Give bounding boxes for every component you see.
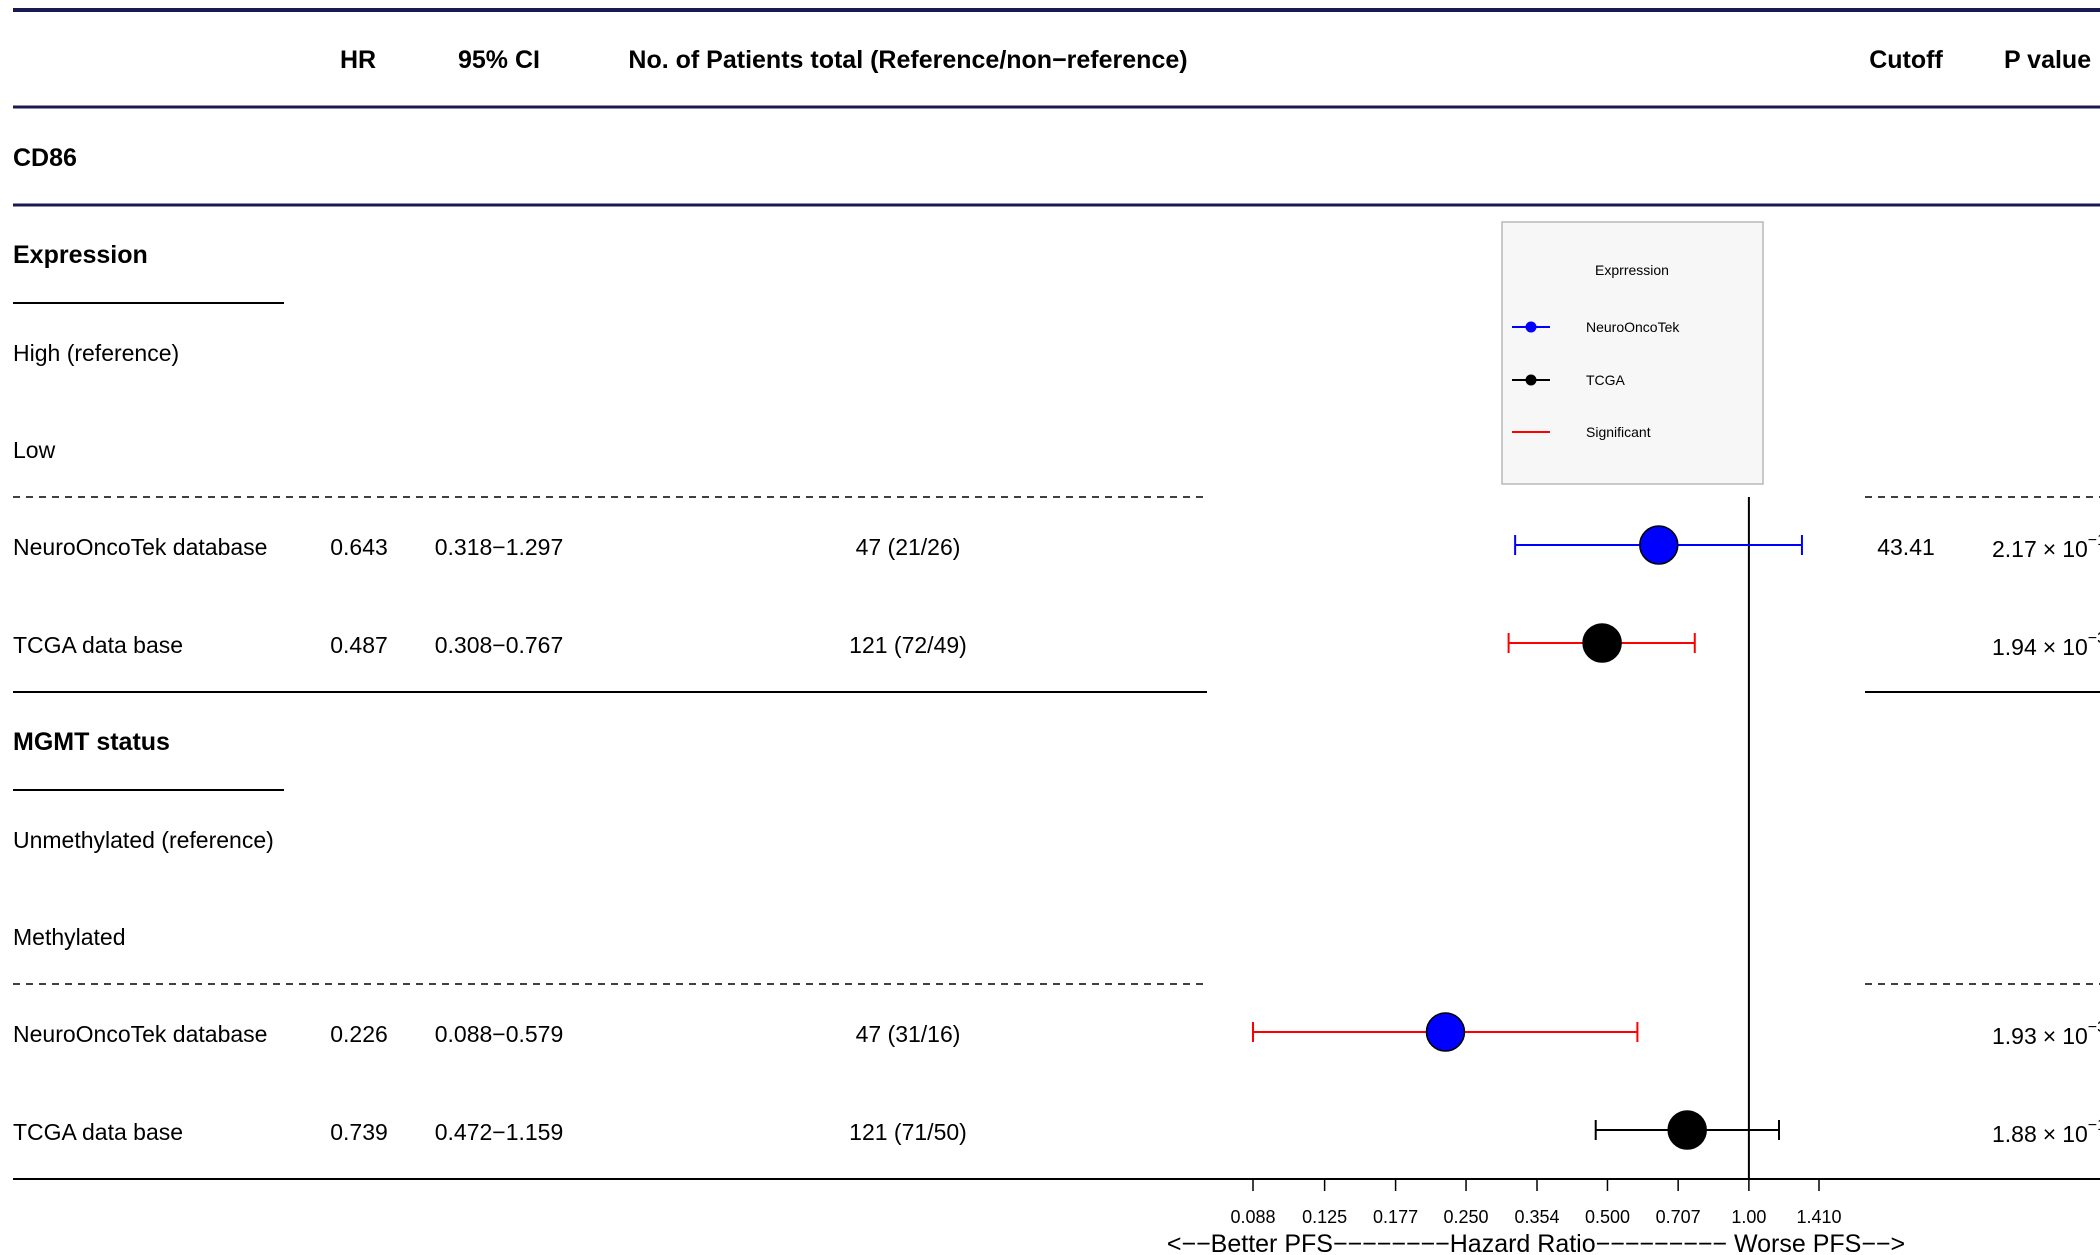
comparison-label: Methylated bbox=[13, 924, 126, 950]
p-times: × bbox=[2043, 1121, 2056, 1147]
row-hr: 0.487 bbox=[330, 632, 388, 658]
legend-box bbox=[1501, 221, 1764, 485]
x-axis-tick-label: 0.354 bbox=[1514, 1207, 1559, 1227]
p-times: × bbox=[2043, 634, 2056, 660]
reference-label: Unmethylated (reference) bbox=[13, 827, 274, 853]
row-ci: 0.088−0.579 bbox=[435, 1021, 564, 1047]
row-ci: 0.318−1.297 bbox=[435, 534, 564, 560]
x-axis-tick-label: 0.707 bbox=[1656, 1207, 1701, 1227]
header-ci: 95% CI bbox=[458, 46, 540, 74]
legend-label: TCGA bbox=[1586, 372, 1626, 388]
row-pvalue: 2.17×10−1 bbox=[1992, 532, 2100, 562]
x-axis-tick-label: 1.410 bbox=[1796, 1207, 1841, 1227]
row-label: TCGA data base bbox=[13, 1119, 183, 1145]
x-axis-tick-label: 0.177 bbox=[1373, 1207, 1418, 1227]
legend-point-tcga bbox=[1525, 374, 1537, 386]
x-axis-tick-label: 0.125 bbox=[1302, 1207, 1347, 1227]
row-hr: 0.739 bbox=[330, 1119, 388, 1145]
x-axis-tick-label: 1.00 bbox=[1731, 1207, 1766, 1227]
p-mantissa: 2.17 bbox=[1992, 536, 2037, 562]
reference-label: High (reference) bbox=[13, 340, 179, 366]
legend-point-neurooncotek bbox=[1525, 321, 1537, 333]
row-label: TCGA data base bbox=[13, 632, 183, 658]
gene-title: CD86 bbox=[13, 144, 77, 172]
row-label: NeuroOncoTek database bbox=[13, 1021, 267, 1047]
p-times: × bbox=[2043, 1023, 2056, 1049]
comparison-label: Low bbox=[13, 437, 56, 463]
p-base: 10 bbox=[2062, 1023, 2088, 1049]
row-patients: 121 (72/49) bbox=[849, 632, 967, 658]
row-patients: 121 (71/50) bbox=[849, 1119, 967, 1145]
group-title: Expression bbox=[13, 241, 148, 269]
row-patients: 47 (31/16) bbox=[856, 1021, 961, 1047]
header-patients: No. of Patients total (Reference/non−ref… bbox=[628, 46, 1187, 74]
group-expression: Expression High (reference) Low NeuroOnc… bbox=[13, 241, 2100, 693]
legend-title: Exprression bbox=[1595, 262, 1669, 278]
legend: Exprression NeuroOncoTek TCGA Significan… bbox=[1501, 221, 1764, 485]
row-pvalue: 1.94×10−3 bbox=[1992, 630, 2100, 660]
x-axis-tick-label: 0.250 bbox=[1444, 1207, 1489, 1227]
hr-point bbox=[1425, 1012, 1466, 1052]
p-exponent: −3 bbox=[2088, 1019, 2100, 1036]
p-exponent: −1 bbox=[2088, 532, 2100, 549]
row-ci: 0.308−0.767 bbox=[435, 632, 564, 658]
row-pvalue: 1.93×10−3 bbox=[1992, 1019, 2100, 1049]
data-row: NeuroOncoTek database 0.643 0.318−1.297 … bbox=[13, 532, 2100, 562]
x-axis-label: <−−Better PFS−−−−−−−−Hazard Ratio−−−−−−−… bbox=[1167, 1230, 1905, 1255]
legend-label: Significant bbox=[1586, 424, 1651, 440]
x-axis-tick-label: 0.500 bbox=[1585, 1207, 1630, 1227]
p-exponent: −1 bbox=[2088, 1117, 2100, 1134]
row-label: NeuroOncoTek database bbox=[13, 534, 267, 560]
row-ci: 0.472−1.159 bbox=[435, 1119, 564, 1145]
header-cutoff: Cutoff bbox=[1869, 46, 1943, 74]
data-row: TCGA data base 0.487 0.308−0.767 121 (72… bbox=[13, 630, 2100, 660]
data-row: NeuroOncoTek database 0.226 0.088−0.579 … bbox=[13, 1019, 2100, 1049]
p-mantissa: 1.93 bbox=[1992, 1023, 2037, 1049]
hr-point bbox=[1582, 623, 1622, 663]
row-hr: 0.226 bbox=[330, 1021, 388, 1047]
row-patients: 47 (21/26) bbox=[856, 534, 961, 560]
row-pvalue: 1.88×10−1 bbox=[1992, 1117, 2100, 1147]
p-mantissa: 1.94 bbox=[1992, 634, 2037, 660]
data-row: TCGA data base 0.739 0.472−1.159 121 (71… bbox=[13, 1117, 2100, 1147]
group-mgmt-status: MGMT status Unmethylated (reference) Met… bbox=[13, 728, 2100, 1180]
row-hr: 0.643 bbox=[330, 534, 388, 560]
hr-point bbox=[1667, 1110, 1707, 1150]
p-base: 10 bbox=[2062, 536, 2088, 562]
p-base: 10 bbox=[2062, 634, 2088, 660]
column-header: HR 95% CI No. of Patients total (Referen… bbox=[340, 46, 2091, 74]
group-title: MGMT status bbox=[13, 728, 170, 756]
p-base: 10 bbox=[2062, 1121, 2088, 1147]
legend-label: NeuroOncoTek bbox=[1586, 319, 1680, 335]
hr-point bbox=[1639, 525, 1679, 565]
p-times: × bbox=[2043, 536, 2056, 562]
header-pvalue: P value bbox=[2004, 46, 2091, 74]
row-cutoff: 43.41 bbox=[1877, 534, 1935, 560]
forest-plot-area: 0.088 0.125 0.177 0.250 0.354 0.500 0.707 1.00 1… bbox=[1167, 497, 1905, 1255]
x-axis-tick-label: 0.088 bbox=[1230, 1207, 1275, 1227]
p-exponent: −3 bbox=[2088, 630, 2100, 647]
p-mantissa: 1.88 bbox=[1992, 1121, 2037, 1147]
header-hr: HR bbox=[340, 46, 376, 74]
